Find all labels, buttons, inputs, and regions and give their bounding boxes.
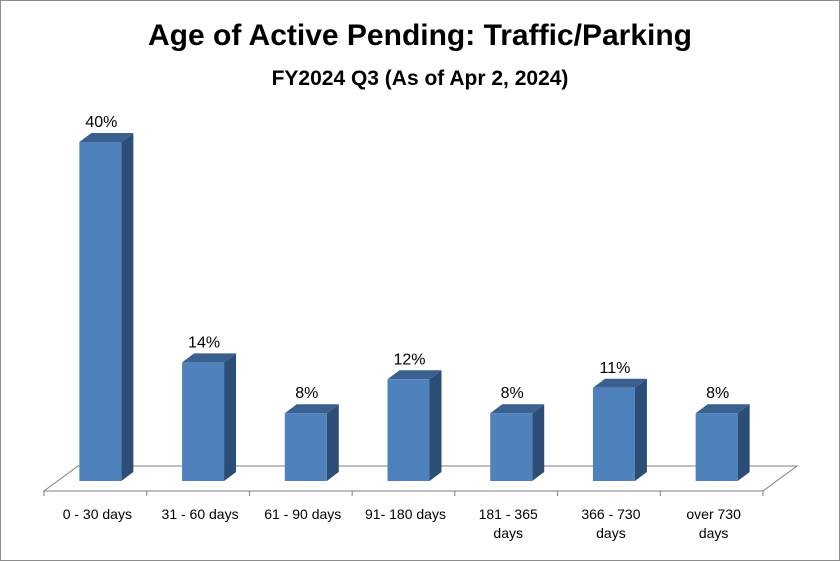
x-tick-label-line: 61 - 90 days: [264, 506, 342, 522]
bar-side-4: [429, 370, 442, 481]
data-label-2: 14%: [188, 334, 220, 351]
chart-subtitle: FY2024 Q3 (As of Apr 2, 2024): [271, 67, 569, 90]
x-tick-label-line: 366 - 730: [581, 506, 641, 522]
x-tick-label-line: days: [596, 525, 626, 541]
data-label-1: 40%: [85, 114, 117, 131]
x-tick-label-4: 91- 180 days: [354, 505, 458, 524]
x-tick-label-line: 31 - 60 days: [161, 506, 239, 522]
x-tick-label-line: 181 - 365: [478, 506, 538, 522]
x-tick-label-7: over 730 days: [662, 505, 766, 543]
bar-2: [182, 362, 225, 481]
bar-7: [695, 413, 738, 481]
bar-4: [387, 379, 430, 481]
data-label-7: 8%: [706, 385, 729, 402]
bar-top-4: [387, 370, 442, 380]
bar-side-6: [634, 378, 647, 481]
bar-top-1: [79, 133, 134, 142]
x-tick-label-3: 61 - 90 days: [251, 505, 355, 524]
bar-3: [284, 413, 327, 481]
bar-top-7: [695, 404, 750, 414]
bar-top-5: [490, 404, 545, 414]
x-tick-label-line: 91- 180 days: [365, 506, 446, 522]
x-tick-label-1: 0 - 30 days: [45, 505, 149, 524]
bar-6: [592, 387, 635, 481]
x-tick-label-5: 181 - 365 days: [456, 505, 560, 543]
x-tick-label-6: 366 - 730 days: [559, 505, 663, 543]
data-label-3: 8%: [295, 385, 318, 402]
x-tick-label-2: 31 - 60 days: [148, 505, 252, 524]
bar-top-6: [592, 378, 647, 388]
bar-side-2: [224, 353, 237, 481]
bar-top-3: [284, 404, 339, 414]
data-label-4: 12%: [393, 351, 425, 368]
chart-title: Age of Active Pending: Traffic/Parking: [148, 19, 692, 52]
bar-top-2: [182, 353, 237, 363]
bar-side-7: [737, 404, 750, 481]
bar-side-3: [326, 404, 339, 481]
data-label-5: 8%: [501, 385, 524, 402]
bar-5: [490, 413, 533, 481]
x-tick-label-line: days: [698, 525, 729, 541]
data-label-6: 11%: [600, 360, 631, 377]
x-tick-label-line: 0 - 30 days: [62, 506, 132, 522]
bar-side-1: [121, 133, 134, 481]
x-tick-label-line: over 730: [686, 506, 741, 522]
bar-1: [79, 142, 122, 481]
x-tick-label-line: days: [493, 525, 523, 541]
bar-side-5: [532, 404, 545, 481]
